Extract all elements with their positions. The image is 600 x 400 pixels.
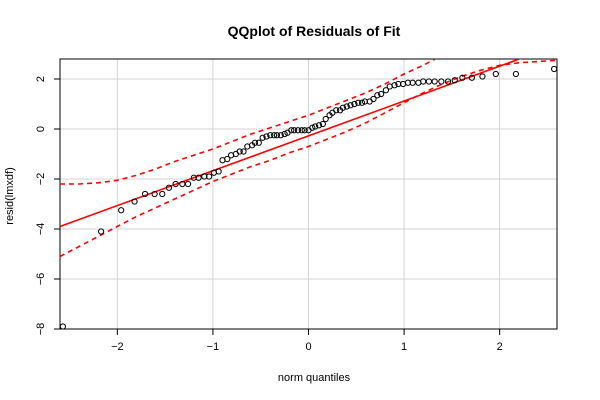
data-point bbox=[255, 139, 262, 146]
data-point bbox=[172, 180, 179, 188]
data-point bbox=[270, 132, 278, 139]
plot-marks bbox=[60, 59, 557, 329]
data-point bbox=[236, 148, 243, 155]
data-point bbox=[479, 73, 486, 80]
data-point bbox=[355, 99, 362, 106]
data-point bbox=[309, 124, 316, 131]
data-point bbox=[263, 133, 270, 140]
confidence-band-lower bbox=[60, 59, 557, 258]
data-point bbox=[179, 180, 186, 188]
data-point bbox=[141, 190, 149, 198]
data-point bbox=[259, 134, 266, 141]
data-point bbox=[512, 70, 520, 78]
data-point bbox=[378, 90, 385, 98]
data-point bbox=[444, 78, 452, 85]
x-tick-label: −2 bbox=[111, 341, 124, 353]
data-point bbox=[351, 100, 358, 108]
data-point bbox=[294, 127, 302, 134]
data-point bbox=[431, 78, 438, 85]
data-point bbox=[347, 102, 354, 109]
data-point bbox=[451, 77, 458, 84]
data-point bbox=[195, 174, 202, 181]
data-point bbox=[551, 65, 557, 73]
data-point bbox=[118, 207, 125, 214]
data-point bbox=[159, 190, 166, 198]
x-tick-label: 2 bbox=[497, 341, 503, 353]
y-tick-label: 2 bbox=[35, 76, 47, 82]
chart-title: QQplot of Residuals of Fit bbox=[228, 23, 401, 39]
plot-area bbox=[60, 59, 557, 329]
y-tick-label: −8 bbox=[35, 323, 47, 336]
data-point bbox=[468, 74, 476, 81]
x-axis-label: norm quantiles bbox=[278, 372, 351, 384]
data-point bbox=[312, 123, 319, 130]
grid bbox=[60, 59, 557, 330]
data-point bbox=[333, 107, 340, 114]
data-point bbox=[165, 184, 173, 191]
data-point bbox=[184, 180, 192, 188]
data-point bbox=[370, 95, 377, 103]
x-tick-label: −1 bbox=[207, 341, 220, 353]
x-axis: −2 −1 0 1 2 bbox=[111, 329, 503, 353]
data-point bbox=[60, 323, 66, 329]
data-point bbox=[281, 130, 288, 138]
data-point bbox=[215, 168, 222, 175]
data-point bbox=[301, 127, 308, 134]
data-point bbox=[291, 127, 298, 134]
data-point bbox=[151, 190, 158, 198]
data-point bbox=[374, 92, 381, 99]
data-point bbox=[322, 115, 329, 123]
data-point bbox=[409, 79, 416, 86]
data-point bbox=[298, 127, 305, 134]
data-point bbox=[492, 70, 499, 78]
data-point bbox=[339, 104, 347, 111]
y-axis-label: resid(lmxdf) bbox=[4, 167, 16, 224]
data-point bbox=[240, 148, 247, 155]
x-tick-label: 0 bbox=[305, 341, 311, 353]
data-point bbox=[459, 74, 466, 81]
data-point bbox=[267, 132, 274, 139]
data-point bbox=[391, 82, 398, 89]
data-point bbox=[224, 155, 231, 163]
y-tick-label: −2 bbox=[35, 173, 47, 186]
data-point bbox=[206, 173, 213, 180]
y-axis: −8 −6 −4 −2 0 2 bbox=[35, 76, 60, 335]
data-point bbox=[315, 122, 323, 129]
data-point bbox=[425, 78, 433, 85]
x-tick-label: 1 bbox=[401, 341, 407, 353]
data-point bbox=[277, 132, 284, 139]
confidence-band-upper bbox=[60, 59, 437, 185]
data-point bbox=[288, 127, 295, 134]
data-point bbox=[382, 87, 390, 94]
data-point bbox=[97, 228, 105, 235]
data-point bbox=[273, 132, 281, 139]
y-tick-label: −4 bbox=[35, 223, 47, 236]
data-point bbox=[358, 99, 366, 106]
data-point bbox=[420, 78, 427, 85]
data-point bbox=[131, 198, 138, 205]
reference-line bbox=[60, 59, 522, 228]
y-tick-label: 0 bbox=[35, 126, 47, 132]
data-point bbox=[438, 78, 445, 85]
data-point bbox=[343, 103, 350, 110]
data-point bbox=[251, 139, 259, 146]
data-point bbox=[319, 120, 326, 128]
y-tick-label: −6 bbox=[35, 273, 47, 286]
